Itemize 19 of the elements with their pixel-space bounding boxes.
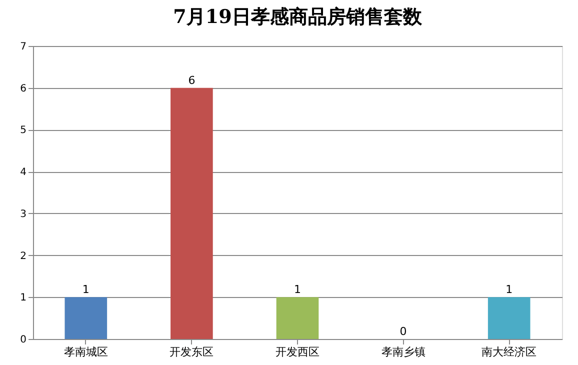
chart-title: 7月19日孝感商品房销售套数 xyxy=(173,6,423,28)
x-tick-label: 南大经济区 xyxy=(482,346,537,358)
data-label: 6 xyxy=(188,74,196,87)
y-tick-label: 6 xyxy=(20,83,26,94)
y-tick-label: 5 xyxy=(20,125,26,136)
y-tick-label: 7 xyxy=(20,42,26,52)
x-tick-label: 孝南城区 xyxy=(64,346,108,358)
x-tick-label: 孝南乡镇 xyxy=(381,346,426,358)
y-tick-label: 4 xyxy=(20,167,26,178)
y-tick-label: 0 xyxy=(20,334,26,346)
x-tick-label: 开发西区 xyxy=(276,346,320,358)
data-label: 1 xyxy=(82,283,90,296)
data-label: 0 xyxy=(400,325,407,338)
x-tick-label: 开发东区 xyxy=(170,346,214,358)
data-label: 1 xyxy=(294,283,301,296)
data-label: 1 xyxy=(506,283,513,296)
y-tick-label: 2 xyxy=(20,250,26,262)
y-tick-label: 3 xyxy=(20,208,26,220)
y-tick-label: 1 xyxy=(20,292,26,304)
